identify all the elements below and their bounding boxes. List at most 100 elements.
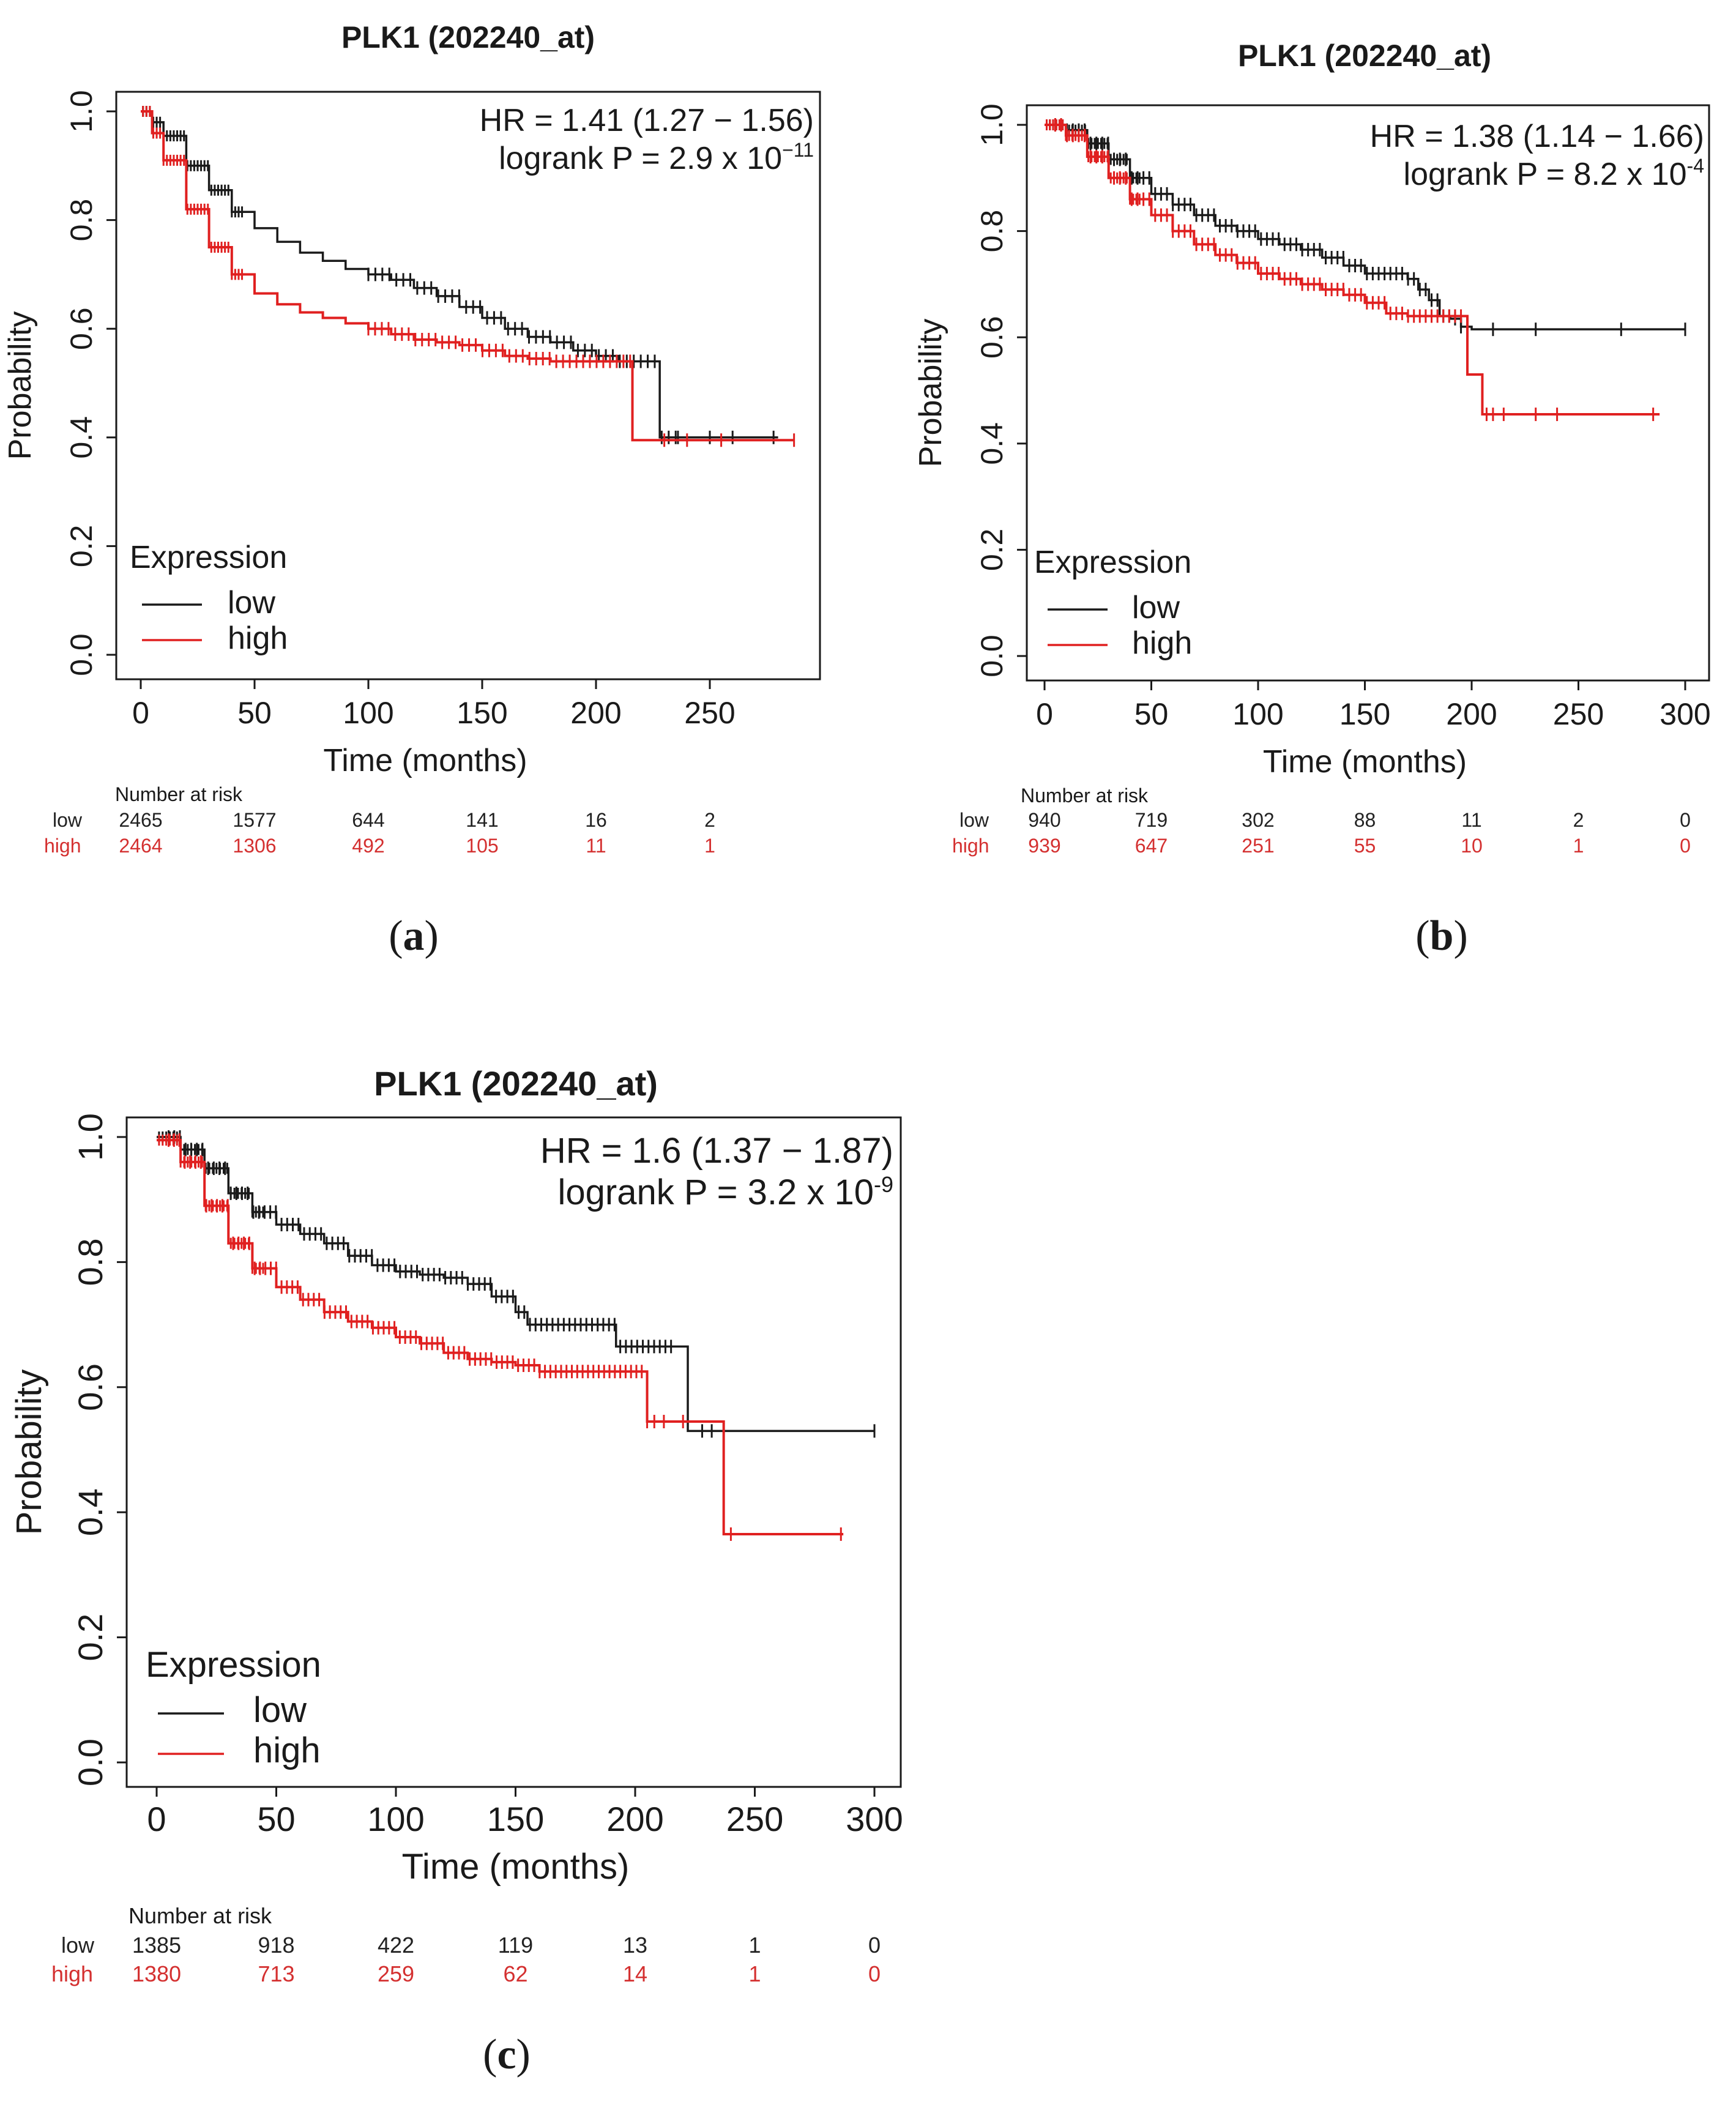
risk-cell-low: 2 bbox=[704, 809, 715, 831]
risk-cell-high: 62 bbox=[503, 1961, 528, 1986]
logrank-annotation: logrank P = 3.2 x 10-9 bbox=[558, 1172, 893, 1212]
x-axis-label: Time (months) bbox=[402, 1847, 630, 1887]
km-chart-b: PLK1 (202240_at) 0.0 0.2 0.4 0.6 0.8 1.0 Probab… bbox=[913, 39, 1711, 780]
x-axis-label: Time (months) bbox=[323, 743, 527, 778]
risk-cell-low: 1577 bbox=[233, 809, 277, 831]
risk-cell-low: 644 bbox=[352, 809, 385, 831]
legend-label-low: low bbox=[1132, 590, 1180, 625]
x-tick-label: 0 bbox=[147, 1800, 166, 1838]
y-tick-label: 0.2 bbox=[64, 525, 99, 568]
x-tick-label: 150 bbox=[1339, 697, 1390, 731]
risk-cell-high: 1 bbox=[748, 1961, 761, 1986]
y-tick-label: 0.6 bbox=[64, 307, 99, 350]
y-tick-label: 0.4 bbox=[64, 416, 99, 459]
x-tick-label: 250 bbox=[1553, 697, 1604, 731]
x-tick-label: 250 bbox=[726, 1800, 783, 1838]
risk-cell-high: 1306 bbox=[233, 835, 277, 857]
risk-cell-low: 940 bbox=[1028, 809, 1061, 831]
chart-title: PLK1 (202240_at) bbox=[1238, 39, 1491, 73]
risk-title-a: Number at risk bbox=[115, 783, 243, 805]
x-axis-label: Time (months) bbox=[1263, 744, 1467, 780]
y-tick-label: 0.8 bbox=[64, 199, 99, 242]
km-panel-a: PLK1 (202240_at) 0.0 0.2 0.4 0.6 0.8 1.0 Probab… bbox=[0, 0, 857, 991]
legend-title: Expression bbox=[130, 540, 287, 575]
x-tick-label: 0 bbox=[1036, 697, 1053, 731]
risk-cell-high: 647 bbox=[1134, 835, 1168, 857]
risk-cell-low: 719 bbox=[1134, 809, 1168, 831]
risk-label-high: high bbox=[952, 835, 989, 857]
x-tick-label: 100 bbox=[367, 1800, 424, 1838]
risk-cell-high: 251 bbox=[1242, 835, 1275, 857]
x-tick-label: 200 bbox=[1446, 697, 1497, 731]
y-tick-label: 0.6 bbox=[975, 316, 1009, 359]
y-tick-label: 0.6 bbox=[71, 1363, 110, 1411]
risk-row-high-b: high 939 647 251 55 10 1 0 bbox=[893, 835, 1736, 859]
legend-label-low: low bbox=[228, 585, 275, 621]
risk-cell-high: 10 bbox=[1461, 835, 1483, 857]
risk-cell-high: 14 bbox=[622, 1961, 648, 1986]
risk-cell-high: 105 bbox=[466, 835, 499, 857]
plot-frame bbox=[1026, 104, 1710, 682]
risk-cell-high: 0 bbox=[1680, 835, 1691, 857]
x-tick-label: 200 bbox=[570, 696, 621, 730]
km-panel-b: PLK1 (202240_at) 0.0 0.2 0.4 0.6 0.8 1.0 Probab… bbox=[893, 0, 1736, 991]
logrank-annotation: logrank P = 2.9 x 10−11 bbox=[499, 139, 814, 176]
risk-row-high-a: high 2464 1306 492 105 11 1 bbox=[0, 835, 857, 859]
risk-cell-low: 13 bbox=[622, 1933, 648, 1958]
y-axis-label: Probability bbox=[9, 1370, 49, 1535]
risk-row-low-b: low 940 719 302 88 11 2 0 bbox=[893, 809, 1736, 833]
legend-label-high: high bbox=[228, 621, 288, 656]
x-tick-label: 100 bbox=[1232, 697, 1283, 731]
x-tick-label: 150 bbox=[456, 696, 507, 730]
legend-title: Expression bbox=[146, 1645, 321, 1685]
risk-cell-low: 16 bbox=[585, 809, 607, 831]
x-tick-label: 300 bbox=[1660, 697, 1710, 731]
risk-cell-low: 11 bbox=[1461, 809, 1482, 831]
legend-label-low: low bbox=[253, 1690, 307, 1730]
risk-title-b: Number at risk bbox=[1021, 785, 1149, 807]
censor-marks-high bbox=[158, 1133, 842, 1541]
risk-title-c: Number at risk bbox=[129, 1903, 272, 1928]
risk-cell-low: 0 bbox=[1680, 809, 1691, 831]
legend-title: Expression bbox=[1034, 545, 1191, 580]
hr-annotation: HR = 1.6 (1.37 − 1.87) bbox=[540, 1131, 893, 1171]
km-panel-c: PLK1 (202240_at) 0.0 0.2 0.4 0.6 0.8 1.0 Probab… bbox=[0, 1040, 955, 2110]
risk-cell-high: 2464 bbox=[119, 835, 163, 857]
risk-cell-low: 119 bbox=[497, 1933, 534, 1958]
legend-label-high: high bbox=[1132, 625, 1192, 661]
x-tick-label: 250 bbox=[684, 696, 735, 730]
plot-frame bbox=[125, 1116, 902, 1788]
risk-label-low: low bbox=[61, 1933, 95, 1958]
y-tick-label: 0.8 bbox=[975, 210, 1009, 253]
censor-marks-high bbox=[142, 106, 795, 447]
censor-marks-high bbox=[1045, 118, 1655, 422]
y-axis-label: Probability bbox=[2, 311, 38, 460]
x-tick-label: 150 bbox=[487, 1800, 544, 1838]
y-tick-label: 0.2 bbox=[71, 1614, 110, 1661]
risk-row-high-c: high 1380 713 259 62 14 1 0 bbox=[0, 1961, 955, 1988]
y-tick-label: 1.0 bbox=[64, 90, 99, 133]
chart-title: PLK1 (202240_at) bbox=[341, 20, 595, 54]
risk-label-low: low bbox=[959, 809, 989, 831]
risk-cell-low: 918 bbox=[258, 1933, 295, 1958]
risk-cell-low: 141 bbox=[466, 809, 499, 831]
y-axis-label: Probability bbox=[913, 319, 948, 468]
risk-cell-high: 1380 bbox=[132, 1961, 182, 1986]
x-tick-label: 50 bbox=[1134, 697, 1169, 731]
x-tick-label: 0 bbox=[132, 696, 149, 730]
risk-cell-low: 302 bbox=[1242, 809, 1275, 831]
risk-cell-high: 1 bbox=[704, 835, 715, 857]
km-chart-c: PLK1 (202240_at) 0.0 0.2 0.4 0.6 0.8 1.0 Probab… bbox=[9, 1064, 903, 1887]
panel-label-c: (c) bbox=[483, 2031, 531, 2078]
y-tick-label: 0.2 bbox=[975, 529, 1009, 572]
hr-annotation: HR = 1.38 (1.14 − 1.66) bbox=[1370, 119, 1704, 154]
risk-cell-high: 713 bbox=[258, 1961, 295, 1986]
risk-cell-low: 2465 bbox=[119, 809, 163, 831]
risk-cell-high: 11 bbox=[586, 835, 606, 857]
y-tick-label: 0.0 bbox=[71, 1739, 110, 1786]
risk-cell-low: 1 bbox=[748, 1933, 761, 1958]
y-tick-label: 0.8 bbox=[71, 1238, 110, 1286]
panel-label-a: (a) bbox=[389, 912, 439, 960]
chart-title: PLK1 (202240_at) bbox=[374, 1064, 658, 1103]
y-tick-label: 1.0 bbox=[71, 1113, 110, 1161]
